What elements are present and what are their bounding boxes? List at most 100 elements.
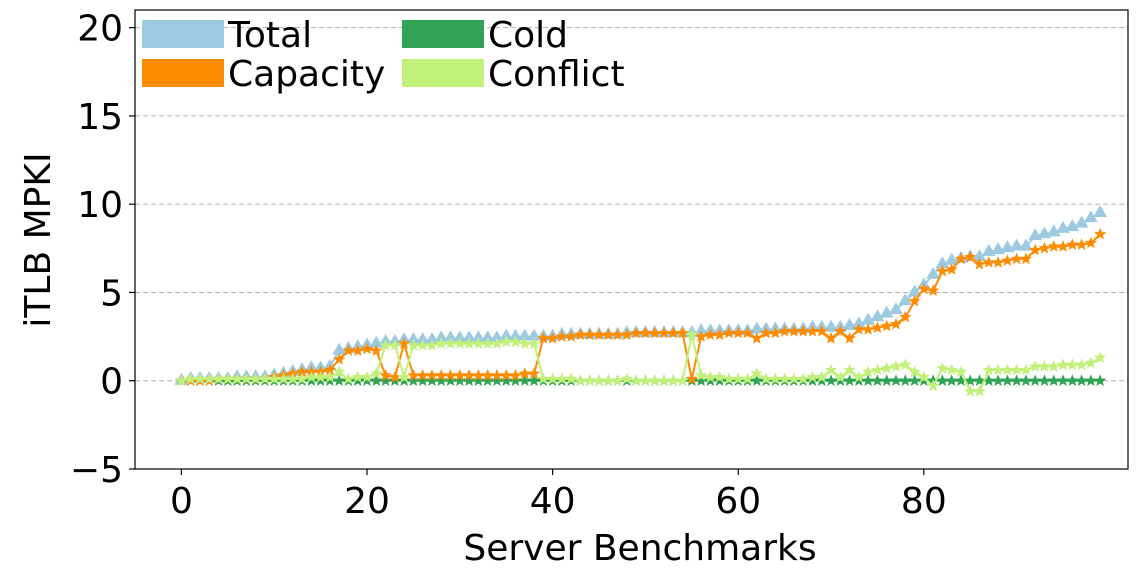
marker [750, 331, 763, 344]
marker [732, 326, 745, 339]
marker [1010, 363, 1023, 376]
marker [342, 344, 355, 356]
marker [713, 374, 726, 386]
marker [1084, 236, 1098, 249]
marker [899, 358, 912, 371]
marker [518, 337, 531, 349]
marker [685, 328, 698, 341]
marker [379, 374, 392, 386]
marker [1019, 252, 1033, 265]
x-tick-label: 0 [170, 481, 193, 522]
marker [667, 374, 680, 386]
marker [481, 374, 494, 386]
marker [397, 370, 411, 383]
marker [434, 330, 449, 343]
marker [333, 374, 346, 386]
x-tick-label: 20 [344, 481, 390, 522]
marker [407, 368, 420, 381]
marker [954, 252, 968, 265]
marker [425, 374, 439, 386]
marker [351, 370, 364, 383]
y-tick-label: −5 [70, 450, 123, 491]
marker [592, 328, 606, 341]
marker [1038, 241, 1051, 254]
marker [685, 372, 698, 385]
marker [973, 384, 986, 397]
marker [574, 328, 587, 341]
marker [435, 337, 448, 349]
marker [452, 330, 467, 343]
marker [537, 331, 550, 344]
marker [184, 372, 197, 385]
marker [305, 370, 318, 383]
marker [333, 365, 346, 378]
marker [583, 374, 596, 386]
marker [444, 368, 457, 381]
marker [704, 370, 717, 383]
marker [908, 374, 921, 386]
marker [694, 330, 708, 342]
legend-swatch [142, 59, 224, 87]
marker [862, 365, 875, 378]
marker [370, 374, 383, 386]
marker [481, 337, 494, 349]
marker [982, 256, 995, 268]
marker [806, 374, 819, 386]
x-tick-label: 40 [530, 481, 576, 522]
marker [787, 372, 801, 385]
marker [565, 330, 578, 342]
marker [694, 374, 708, 386]
marker [982, 363, 995, 376]
marker [509, 335, 522, 348]
marker [759, 326, 773, 339]
marker [936, 361, 949, 374]
marker [648, 326, 661, 339]
marker [815, 370, 828, 383]
x-tick-label: 60 [715, 481, 761, 522]
marker [407, 338, 420, 351]
marker [639, 326, 652, 339]
marker [1075, 374, 1088, 386]
marker [1046, 224, 1061, 237]
marker [212, 372, 225, 385]
marker [620, 372, 633, 385]
marker [462, 330, 476, 343]
marker [360, 374, 374, 386]
marker [1019, 363, 1033, 376]
marker [425, 338, 439, 351]
marker [806, 324, 819, 337]
marker [964, 250, 977, 263]
marker [834, 324, 847, 337]
marker [555, 372, 569, 385]
x-tick-label: 80 [901, 481, 947, 522]
marker [1001, 254, 1014, 266]
marker [936, 374, 949, 386]
marker [360, 370, 374, 383]
marker [694, 368, 708, 381]
marker [1065, 219, 1080, 232]
x-axis-label: Server Benchmarks [463, 528, 816, 569]
marker [972, 249, 987, 262]
marker [517, 328, 532, 341]
marker [314, 374, 327, 386]
marker [490, 368, 504, 381]
marker [806, 370, 819, 383]
marker [750, 367, 763, 379]
marker [648, 374, 661, 386]
marker [843, 374, 856, 386]
marker [499, 328, 514, 341]
marker [945, 374, 958, 386]
legend-label: Conflict [488, 54, 625, 95]
marker [471, 330, 486, 343]
marker [537, 372, 550, 385]
marker [749, 321, 764, 334]
marker [630, 326, 643, 339]
marker [565, 372, 578, 385]
marker [926, 266, 940, 279]
marker [444, 337, 457, 349]
marker [1010, 252, 1023, 265]
marker [518, 374, 531, 386]
marker [508, 328, 523, 341]
marker [871, 363, 884, 376]
marker [443, 330, 458, 343]
